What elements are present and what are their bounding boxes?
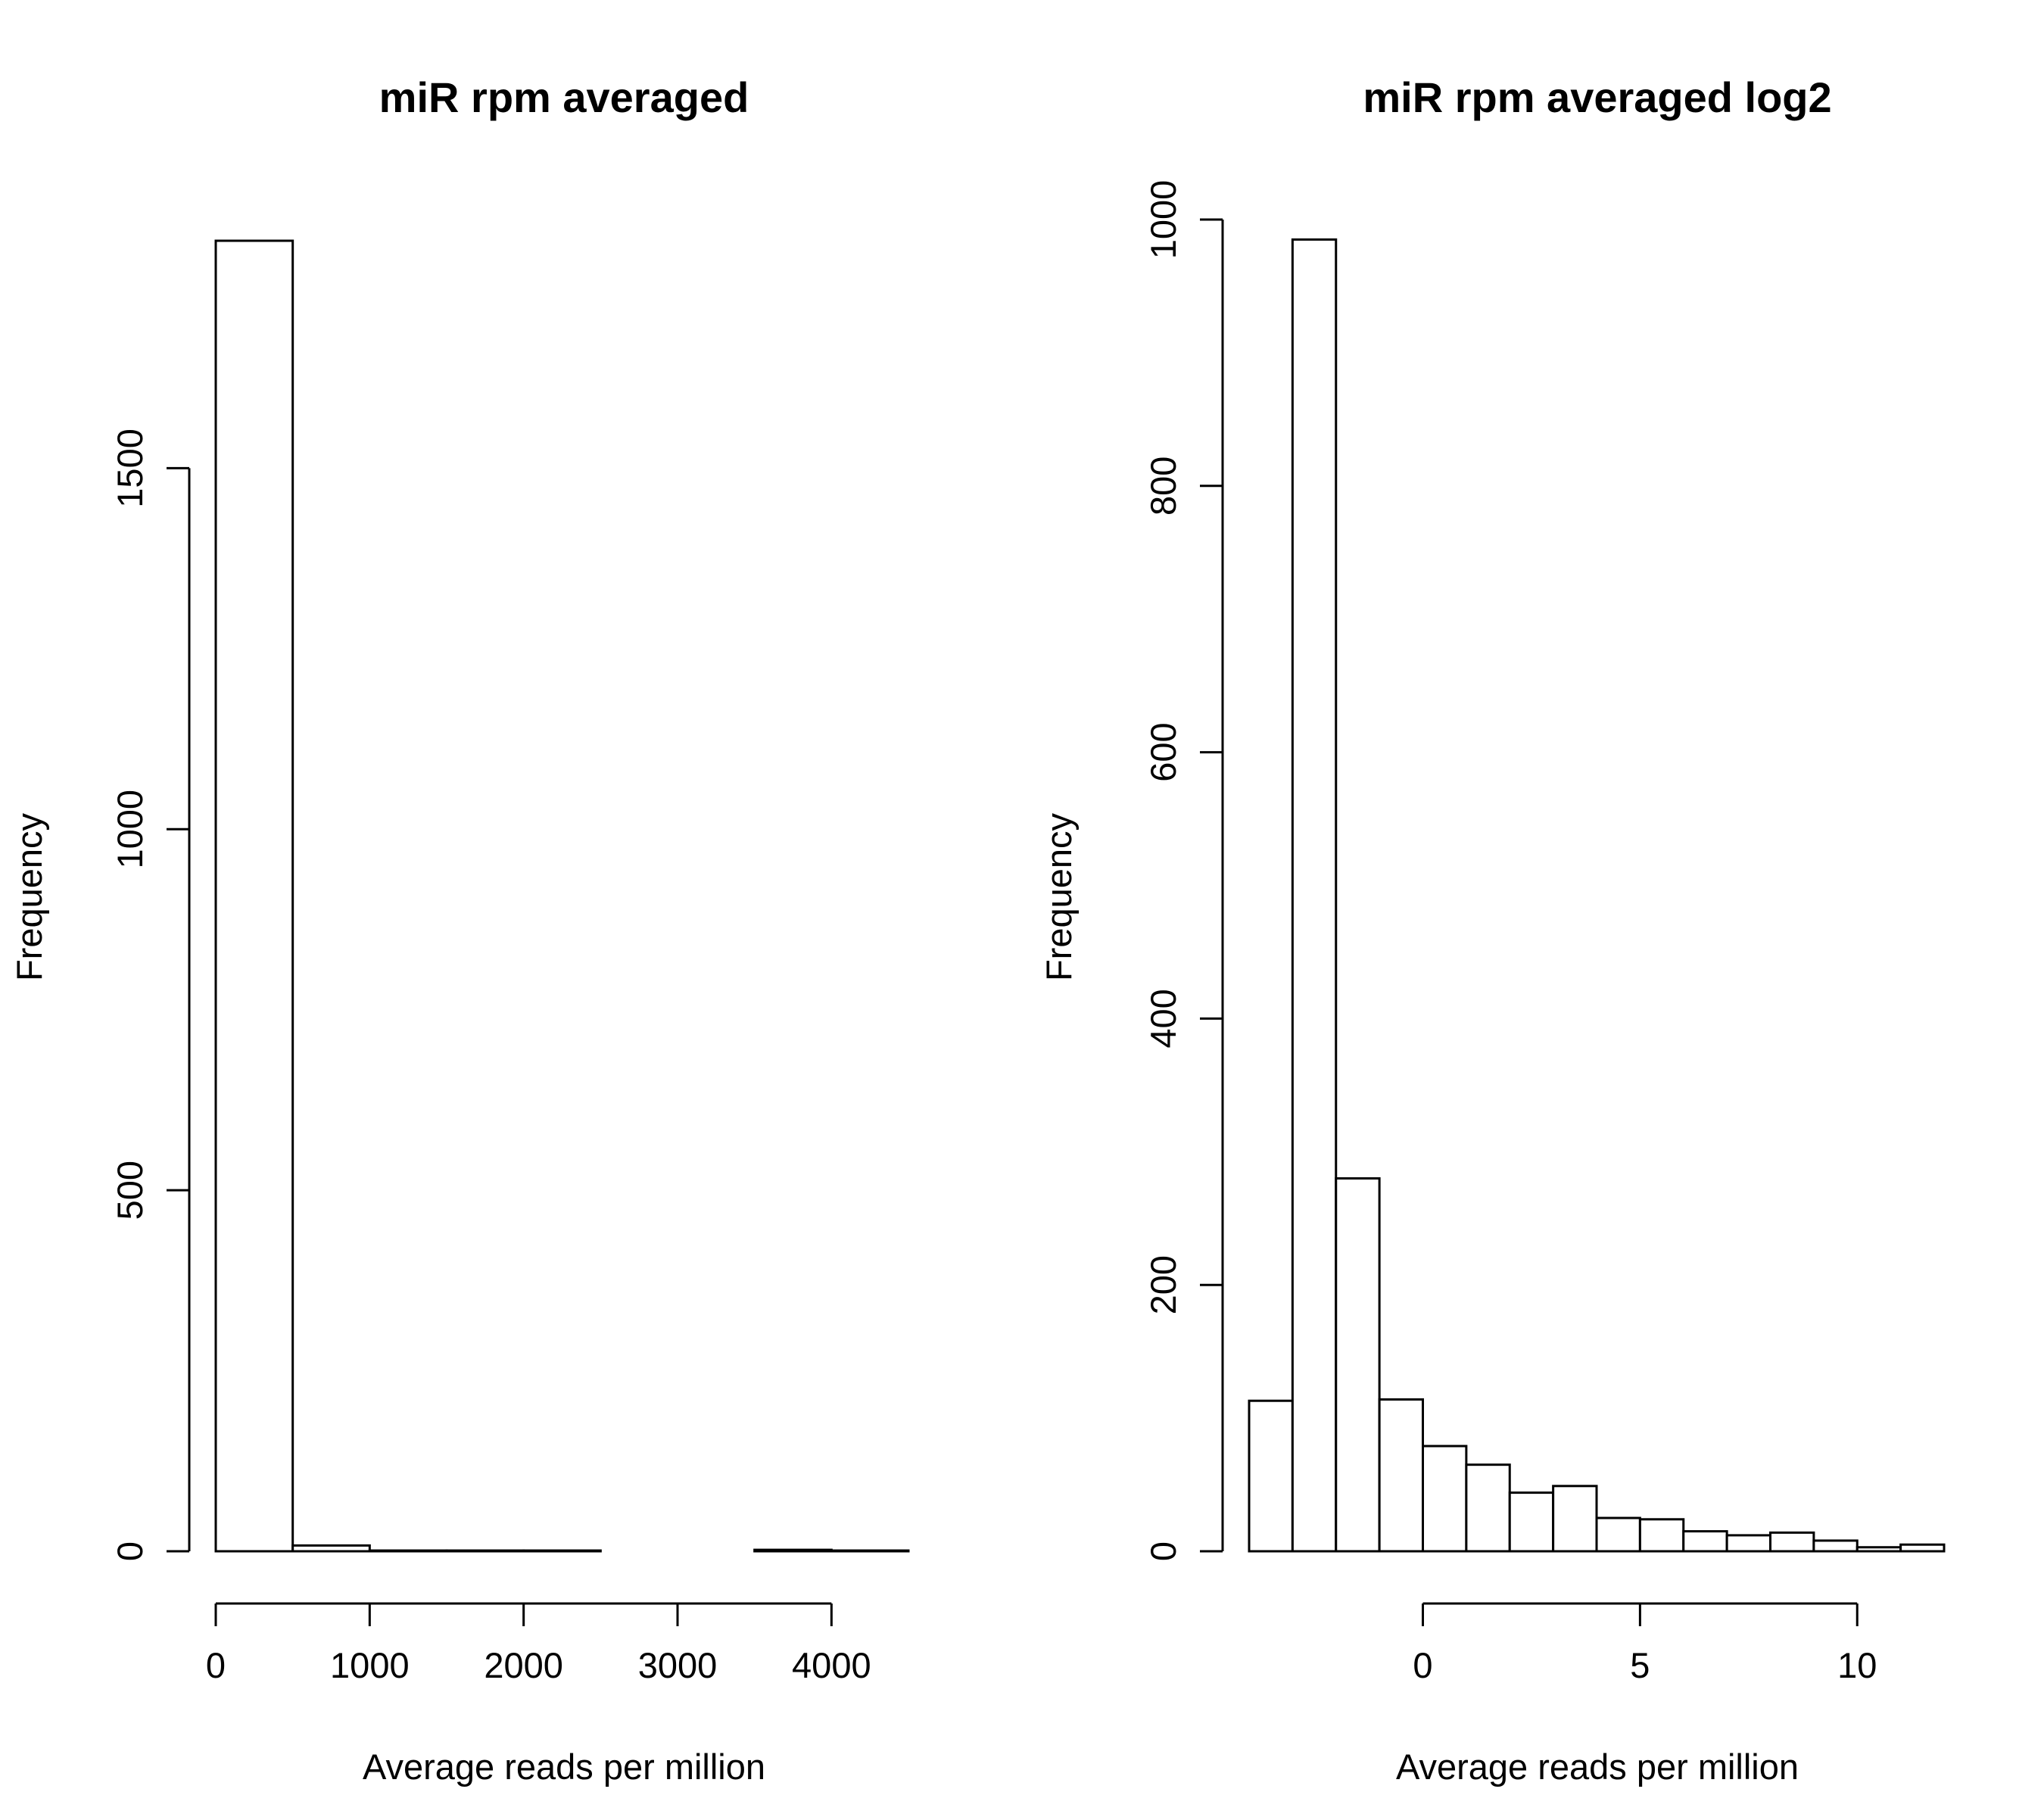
y-tick-label: 800 [1143,457,1183,516]
x-tick-label: 5 [1630,1645,1650,1685]
x-tick-label: 0 [206,1645,226,1685]
x-tick-label: 4000 [792,1645,871,1685]
y-tick-label: 600 [1143,722,1183,781]
histogram-bar [1378,1398,1424,1553]
histogram-bar [1725,1534,1771,1553]
histogram-bar [753,1548,833,1553]
chart-title: miR rpm averaged [379,73,749,121]
histogram-bar [1682,1530,1728,1553]
bars-group [214,239,910,1553]
y-tick-label: 1000 [110,790,150,869]
x-axis: 0 1000 2000 3000 4000 [206,1602,871,1685]
y-tick-label: 200 [1143,1255,1183,1314]
x-tick-label: 2000 [484,1645,563,1685]
histogram-bar [1595,1516,1641,1553]
y-tick-label: 500 [110,1161,150,1220]
chart-title: miR rpm averaged log2 [1363,73,1831,121]
histogram-bar [1335,1177,1381,1553]
histogram-bar [291,1544,371,1553]
x-axis-label: Average reads per million [1396,1747,1799,1787]
histogram-bar [1508,1491,1555,1553]
y-tick-label: 0 [1143,1541,1183,1561]
x-tick-label: 0 [1413,1645,1432,1685]
histogram-bar [1552,1485,1598,1553]
y-axis-label: Frequency [9,812,49,981]
histogram-bar [1855,1546,1902,1553]
y-axis: 0 200 400 600 800 1000 [1143,180,1224,1561]
y-axis: 0 500 1000 1500 [110,429,191,1561]
histogram-bar [1248,1399,1294,1553]
histogram-panel-log2: miR rpm averaged log2 Average reads per … [1039,73,1946,1787]
y-tick-label: 0 [110,1541,150,1561]
y-tick-label: 400 [1143,989,1183,1048]
bars-group [1248,238,1946,1553]
histogram-bar [1638,1518,1685,1553]
y-tick-label: 1500 [110,429,150,508]
histogram-panel-rpm: miR rpm averaged Average reads per milli… [9,73,910,1787]
histogram-bar [1899,1543,1946,1553]
histogram-bar [1812,1539,1859,1553]
histogram-bar [1769,1531,1815,1553]
x-tick-label: 3000 [638,1645,718,1685]
x-axis: 0 5 10 [1413,1602,1877,1685]
histogram-bar [1465,1463,1511,1553]
x-axis-label: Average reads per million [363,1747,765,1787]
y-tick-label: 1000 [1143,180,1183,260]
histogram-bar [1291,238,1338,1553]
x-tick-label: 1000 [330,1645,410,1685]
histogram-bar [1422,1445,1468,1553]
x-tick-label: 10 [1837,1645,1877,1685]
histogram-bar [214,239,294,1553]
y-axis-label: Frequency [1039,812,1079,981]
